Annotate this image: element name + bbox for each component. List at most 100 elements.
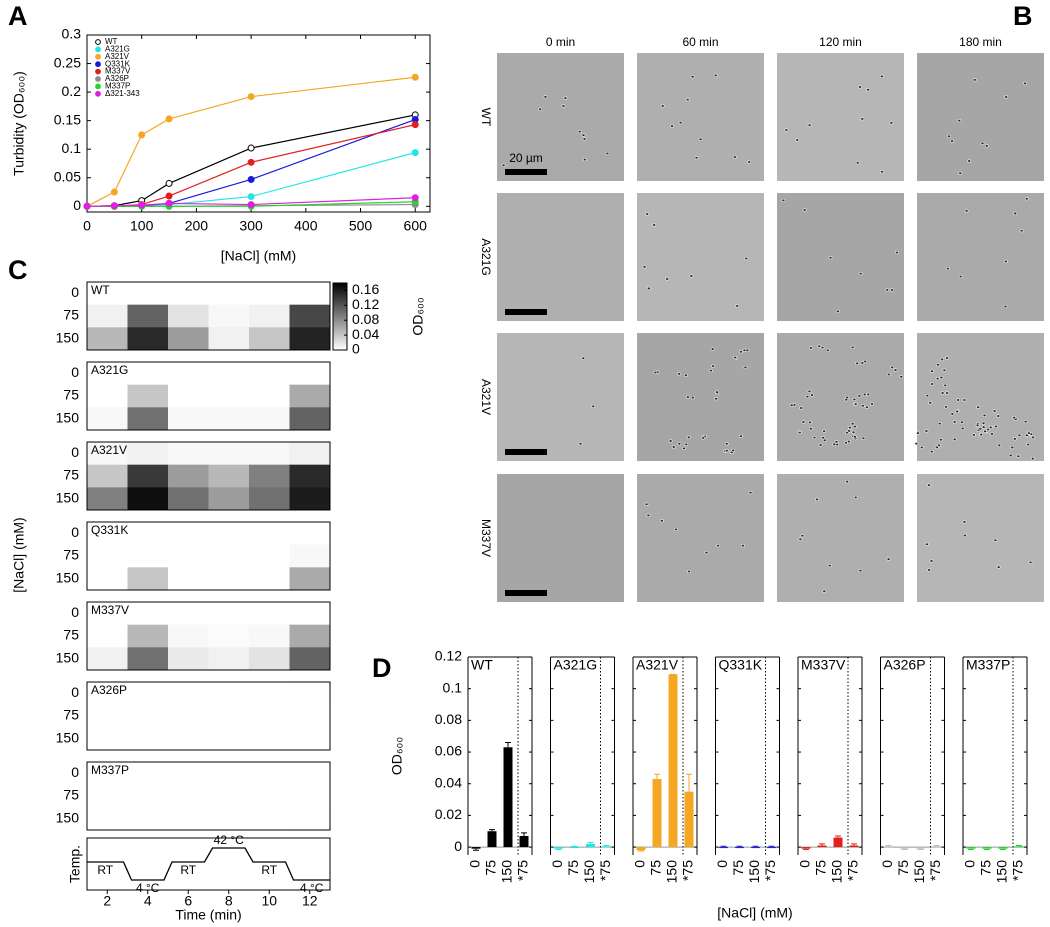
scale-bar [505,309,547,315]
error-bar [819,843,825,846]
data-point [411,194,419,202]
error-bar [571,845,578,848]
protocol-label: 42 °C [214,833,244,847]
data-point [411,73,419,81]
series-line [86,197,416,207]
particle [1024,197,1029,201]
error-bar [603,844,610,847]
particle [972,78,977,82]
particle [739,350,743,354]
particle [879,74,884,78]
particle [929,449,934,454]
error-bar [521,832,527,836]
x-tick-label: 0 [467,860,483,868]
particle [1010,445,1015,450]
heatmap-cell [168,727,209,751]
y-tick-label: 0 [454,838,462,854]
error-bar [851,843,857,846]
row-label: 75 [63,387,79,403]
particle [858,85,862,89]
particle [501,163,506,167]
particle [724,442,729,446]
particle [582,158,587,162]
heatmap-cell [127,647,169,671]
y-axis-title: [NaCl] (mM) [11,517,27,592]
heatmap-cell [289,727,331,751]
particle [797,430,802,435]
particle [807,123,812,127]
bar-panel-name: M337P [966,657,1010,673]
y-tick-label: 0.1 [62,140,82,156]
x-tick-label: 200 [185,218,209,234]
column-header: 0 min [546,35,575,49]
heatmap-cell [289,442,331,465]
heatmap-cell [168,327,209,351]
particle [861,436,866,440]
y-axis-title: OD₆₀₀ [389,737,405,775]
heatmap-cell [208,522,250,545]
particle [684,442,689,446]
particle [852,397,857,402]
particle [962,533,967,538]
particle [577,129,582,134]
micrograph [497,193,624,321]
particle [937,443,941,448]
scale-bar [505,169,547,175]
particle [1027,431,1031,435]
y-tick-label: 0.3 [62,26,82,42]
legend-marker [95,61,101,68]
particle [708,368,713,373]
row-label: 150 [56,809,80,825]
heatmap-cell [127,384,169,408]
heatmap-cell [208,784,250,808]
particle [939,375,944,380]
particle [668,439,673,443]
particle [860,404,865,408]
particle [958,274,963,279]
particle [850,345,855,349]
temperature-trace [87,847,330,881]
particle [853,495,858,499]
heatmap-cell [289,464,331,488]
error-bar [803,848,809,850]
data-point [247,93,255,101]
bar [684,791,694,848]
particle [1012,416,1017,420]
x-tick-label: 75 [648,860,664,876]
x-tick-label: 0 [879,860,895,868]
heatmap-cell [127,442,169,465]
micrograph [917,474,1044,602]
particle [947,134,951,138]
error-bar [933,844,940,847]
particle [962,398,967,402]
heatmap-cell [127,544,169,568]
particle [807,389,812,393]
particle [930,382,935,386]
heatmap-cell [87,807,128,831]
particle [992,409,997,413]
micrograph [777,474,904,602]
heatmap-cell [168,762,209,785]
heatmap-cell [289,647,331,671]
particle [685,395,690,399]
row-label: 0 [71,284,79,300]
x-tick-label: 400 [294,218,318,234]
bar [471,847,481,849]
heatmap-cell [249,624,290,648]
row-label: 0 [71,764,79,780]
heatmap-cell [87,522,128,545]
particle [866,88,871,92]
heatmap-cell [208,544,250,568]
particle [927,568,932,572]
row-label: 150 [56,729,80,745]
heatmap-cell [289,567,331,591]
particle [822,429,827,433]
legend-label: M337V [105,67,131,76]
data-point [411,121,419,129]
legend-label: A326P [105,74,129,83]
x-tick-label: 150 [499,860,515,884]
bar [554,847,563,849]
error-bar [555,848,562,850]
x-tick-label: 4 [144,893,152,909]
particle [745,348,750,353]
